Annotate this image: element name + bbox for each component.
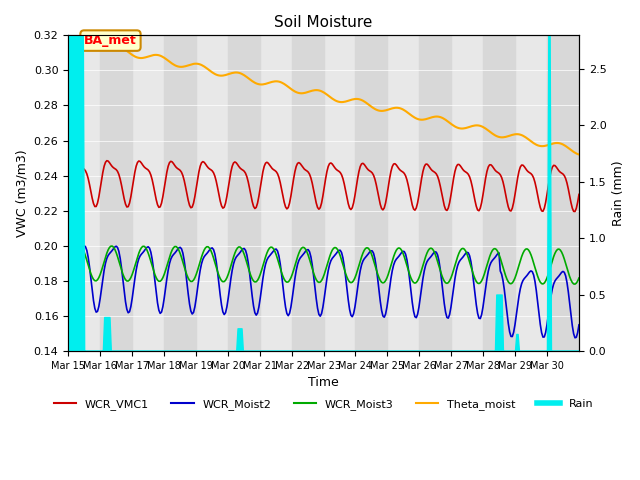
Bar xyxy=(292,36,324,351)
Bar xyxy=(100,36,132,351)
Bar xyxy=(196,36,228,351)
Y-axis label: Rain (mm): Rain (mm) xyxy=(612,160,625,226)
Bar xyxy=(260,36,292,351)
Bar xyxy=(387,36,419,351)
Bar xyxy=(164,36,196,351)
Bar xyxy=(515,36,547,351)
Bar xyxy=(547,36,579,351)
Title: Soil Moisture: Soil Moisture xyxy=(275,15,372,30)
Bar xyxy=(68,36,100,351)
Legend: WCR_VMC1, WCR_Moist2, WCR_Moist3, Theta_moist, Rain: WCR_VMC1, WCR_Moist2, WCR_Moist3, Theta_… xyxy=(49,395,598,415)
Bar xyxy=(324,36,355,351)
Bar xyxy=(228,36,260,351)
Y-axis label: VWC (m3/m3): VWC (m3/m3) xyxy=(15,149,28,237)
Bar xyxy=(483,36,515,351)
X-axis label: Time: Time xyxy=(308,376,339,389)
Bar xyxy=(132,36,164,351)
Bar xyxy=(451,36,483,351)
Bar xyxy=(355,36,387,351)
Bar xyxy=(419,36,451,351)
Text: BA_met: BA_met xyxy=(84,34,137,47)
